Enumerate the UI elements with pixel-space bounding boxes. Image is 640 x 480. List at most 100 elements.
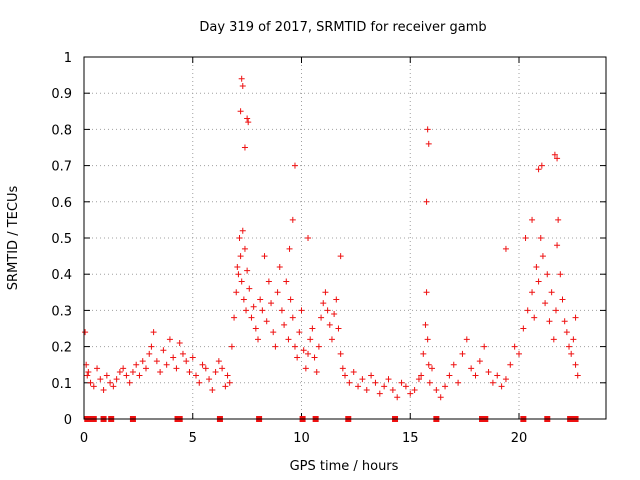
y-tick-label: 0.6 [51, 196, 72, 211]
data-point [331, 311, 338, 318]
data-point [557, 271, 564, 278]
x-tick-label: 0 [80, 431, 88, 446]
grid [84, 57, 606, 419]
data-point [339, 365, 346, 372]
data-point [307, 336, 314, 343]
data-point [272, 343, 279, 350]
data-point [166, 336, 173, 343]
data-point [240, 296, 247, 303]
data-point [566, 343, 573, 350]
data-points [82, 75, 581, 422]
data-point [228, 343, 235, 350]
data-point [259, 307, 266, 314]
data-point [407, 390, 414, 397]
data-point [539, 253, 546, 260]
data-point [231, 314, 238, 321]
data-point [459, 350, 466, 357]
y-axis-label: SRMTID / TECUs [6, 186, 21, 291]
data-point [411, 387, 418, 394]
data-point [243, 307, 250, 314]
data-point [559, 296, 566, 303]
data-point [300, 347, 307, 354]
data-point [289, 314, 296, 321]
data-point [241, 245, 248, 252]
data-point [238, 278, 245, 285]
data-point [274, 289, 281, 296]
y-tick-label: 0.4 [51, 268, 72, 283]
data-point [320, 300, 327, 307]
data-point [544, 271, 551, 278]
data-point [423, 198, 430, 205]
data-point [289, 216, 296, 223]
data-point [179, 350, 186, 357]
x-tick-label: 5 [189, 431, 197, 446]
data-point [346, 379, 353, 386]
data-point [257, 296, 264, 303]
data-point [442, 383, 449, 390]
data-point [335, 325, 342, 332]
y-tick-label: 0.7 [51, 160, 72, 175]
data-point [173, 365, 180, 372]
data-point [150, 329, 157, 336]
data-point [424, 126, 431, 133]
data-point [163, 361, 170, 368]
data-point [183, 358, 190, 365]
data-point [516, 350, 522, 357]
data-point [153, 358, 160, 365]
data-point [85, 368, 92, 375]
data-point [246, 285, 253, 292]
data-point [244, 115, 251, 122]
data-point [537, 235, 544, 241]
data-point [233, 289, 240, 296]
data-point [219, 365, 226, 372]
data-point [97, 376, 104, 383]
data-point [418, 372, 425, 379]
data-point [554, 155, 561, 162]
data-point [342, 372, 348, 379]
data-point [209, 387, 216, 394]
data-point [239, 82, 246, 89]
data-point [424, 336, 431, 343]
y-tick-label: 0.2 [51, 341, 72, 356]
data-point [315, 343, 322, 350]
data-point [324, 307, 331, 314]
data-point [199, 361, 206, 368]
data-point [283, 278, 290, 285]
data-point [206, 376, 213, 383]
data-point [311, 354, 318, 361]
data-point [313, 368, 320, 375]
x-tick-label: 20 [511, 431, 528, 446]
data-point [398, 379, 405, 386]
data-point [535, 166, 542, 173]
data-point [133, 361, 140, 368]
data-point [429, 365, 435, 372]
data-point [529, 289, 536, 296]
data-point [337, 253, 344, 260]
data-point [376, 390, 383, 397]
data-point [437, 394, 444, 401]
data-point [363, 387, 370, 394]
data-point [328, 336, 335, 343]
data-point [524, 307, 531, 314]
data-point [555, 216, 562, 223]
data-point [100, 387, 107, 394]
data-point [222, 383, 229, 390]
data-point [533, 263, 540, 270]
data-point [551, 151, 558, 158]
y-tick-label: 0.5 [51, 232, 72, 247]
data-point [285, 336, 292, 343]
data-point [186, 368, 193, 375]
data-point [546, 318, 553, 325]
data-point [326, 321, 333, 328]
data-point [286, 245, 293, 252]
data-point [215, 358, 222, 365]
data-point [337, 350, 344, 357]
data-point [82, 329, 89, 336]
data-point [193, 372, 200, 379]
data-point [385, 376, 392, 383]
data-point [318, 314, 325, 321]
data-point [426, 379, 433, 386]
data-point [531, 314, 538, 321]
x-tick-label: 15 [402, 431, 419, 446]
data-point [485, 368, 492, 375]
